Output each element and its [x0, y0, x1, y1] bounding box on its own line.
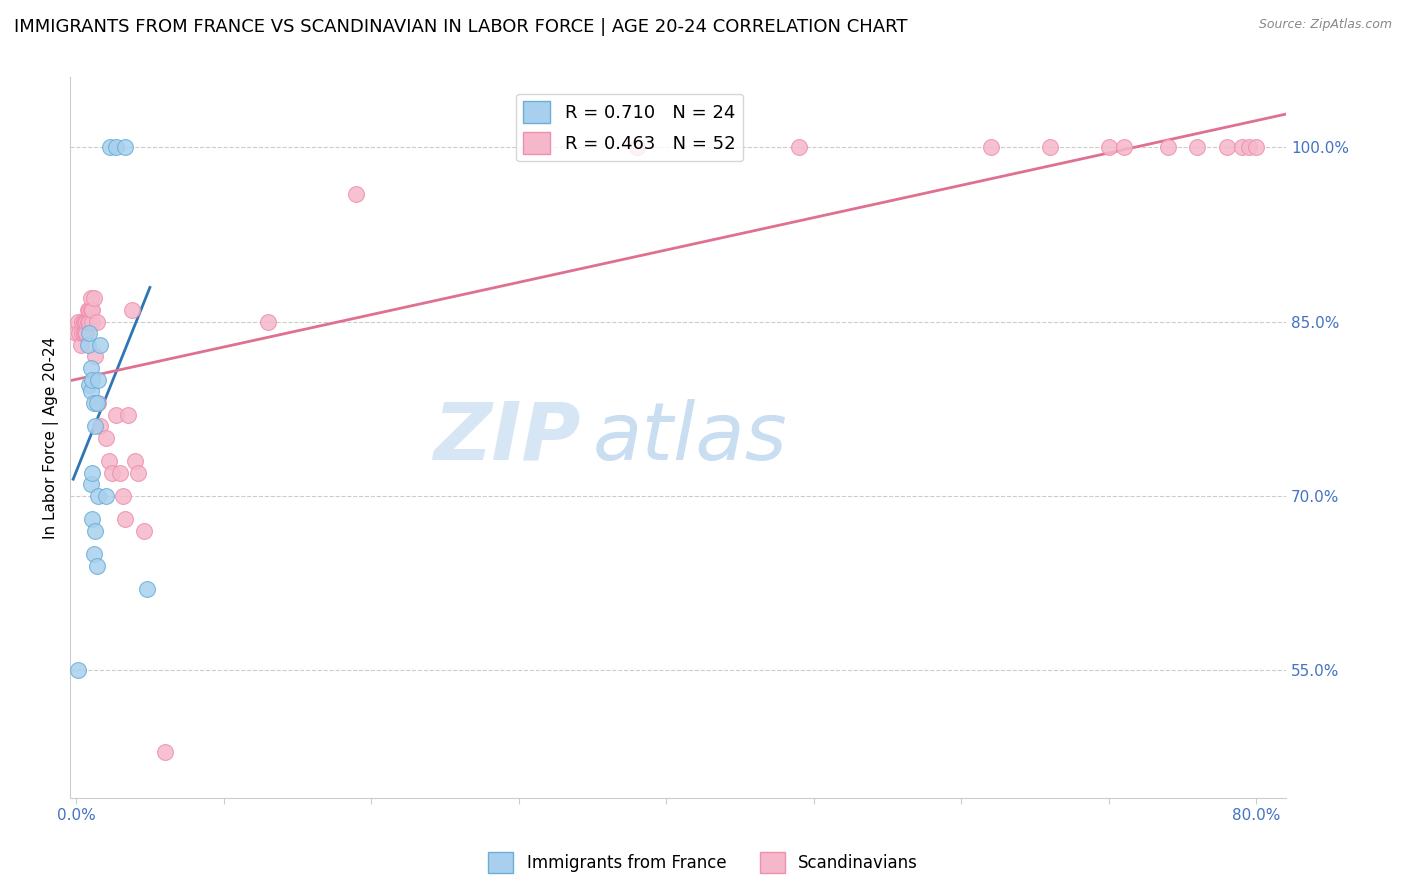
Point	[80, 477, 103, 491]
Point	[112, 489, 135, 503]
Point	[79, 314, 101, 328]
Point	[79, 326, 101, 340]
Point	[69, 338, 91, 352]
Point	[257, 314, 280, 328]
Point	[114, 140, 136, 154]
Point	[82, 373, 104, 387]
Point	[980, 140, 1002, 154]
Point	[97, 454, 120, 468]
Point	[110, 466, 132, 480]
Point	[67, 326, 90, 340]
Point	[87, 489, 110, 503]
Point	[124, 454, 146, 468]
Point	[132, 524, 155, 538]
Point	[100, 466, 122, 480]
Y-axis label: In Labor Force | Age 20-24: In Labor Force | Age 20-24	[44, 336, 59, 539]
Point	[72, 326, 94, 340]
Point	[84, 524, 107, 538]
Point	[82, 512, 104, 526]
Point	[121, 302, 143, 317]
Point	[117, 408, 139, 422]
Point	[114, 512, 136, 526]
Point	[98, 140, 121, 154]
Point	[75, 326, 97, 340]
Point	[66, 314, 89, 328]
Point	[136, 582, 159, 596]
Point	[77, 338, 100, 352]
Point	[94, 431, 117, 445]
Point	[787, 140, 810, 154]
Point	[86, 558, 108, 573]
Legend: R = 0.710   N = 24, R = 0.463   N = 52: R = 0.710 N = 24, R = 0.463 N = 52	[516, 94, 742, 161]
Point	[82, 466, 104, 480]
Text: Source: ZipAtlas.com: Source: ZipAtlas.com	[1258, 18, 1392, 31]
Point	[72, 314, 94, 328]
Point	[75, 314, 97, 328]
Point	[1187, 140, 1209, 154]
Point	[66, 663, 89, 677]
Point	[626, 140, 648, 154]
Point	[77, 302, 100, 317]
Point	[1112, 140, 1135, 154]
Point	[87, 396, 110, 410]
Point	[346, 186, 368, 201]
Point	[84, 419, 107, 434]
Point	[70, 326, 93, 340]
Point	[1246, 140, 1268, 154]
Point	[82, 314, 104, 328]
Point	[94, 489, 117, 503]
Text: ZIP: ZIP	[433, 399, 581, 476]
Point	[153, 745, 176, 759]
Point	[83, 396, 105, 410]
Point	[79, 378, 101, 392]
Point	[1098, 140, 1121, 154]
Point	[1039, 140, 1062, 154]
Point	[86, 314, 108, 328]
Point	[1216, 140, 1239, 154]
Point	[83, 291, 105, 305]
Point	[80, 302, 103, 317]
Point	[89, 419, 111, 434]
Point	[87, 373, 110, 387]
Point	[104, 408, 127, 422]
Point	[86, 396, 108, 410]
Point	[73, 326, 96, 340]
Point	[1237, 140, 1260, 154]
Point	[80, 361, 103, 376]
Legend: Immigrants from France, Scandinavians: Immigrants from France, Scandinavians	[482, 846, 924, 880]
Point	[89, 338, 111, 352]
Point	[79, 302, 101, 317]
Text: IMMIGRANTS FROM FRANCE VS SCANDINAVIAN IN LABOR FORCE | AGE 20-24 CORRELATION CH: IMMIGRANTS FROM FRANCE VS SCANDINAVIAN I…	[14, 18, 907, 36]
Point	[104, 140, 127, 154]
Point	[127, 466, 149, 480]
Point	[65, 326, 87, 340]
Point	[70, 314, 93, 328]
Point	[83, 547, 105, 561]
Point	[73, 314, 96, 328]
Point	[82, 302, 104, 317]
Point	[77, 314, 100, 328]
Point	[80, 291, 103, 305]
Point	[80, 384, 103, 399]
Text: atlas: atlas	[593, 399, 787, 476]
Point	[1230, 140, 1253, 154]
Point	[84, 350, 107, 364]
Point	[1157, 140, 1180, 154]
